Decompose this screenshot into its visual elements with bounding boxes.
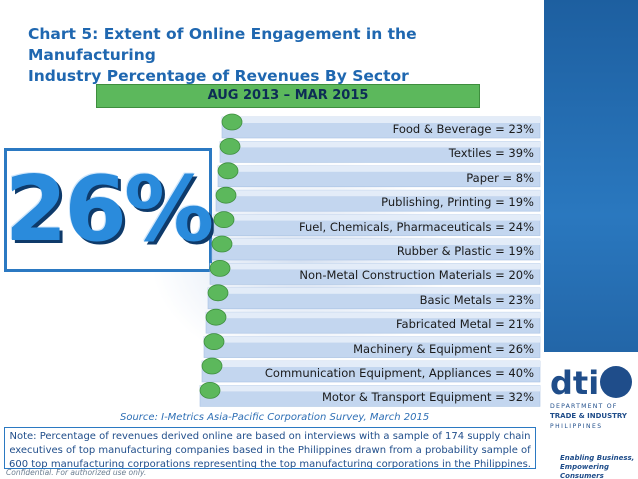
dti-tagline: Enabling Business, Empowering Consumers <box>560 454 636 479</box>
sector-bar-highlight-8 <box>206 312 540 319</box>
dti-logo-mark: dti <box>550 364 599 402</box>
sector-bullet-9 <box>203 333 225 351</box>
sector-label-9: Machinery & Equipment = 26% <box>353 341 534 356</box>
dti-logo-line-1: DEPARTMENT OF <box>550 403 618 410</box>
sector-bar-highlight-9 <box>204 336 540 343</box>
sector-bar-highlight-6 <box>210 263 540 270</box>
sector-bullet-7 <box>207 284 229 302</box>
sector-label-3: Publishing, Printing = 19% <box>381 195 534 210</box>
dti-logo: dti DEPARTMENT OF TRADE & INDUSTRY PHILI… <box>550 364 632 430</box>
methodology-note: Note: Percentage of revenues derived onl… <box>4 427 536 469</box>
sector-label-1: Textiles = 39% <box>448 146 534 161</box>
sector-bullet-8 <box>205 308 227 326</box>
sector-bar-highlight-0 <box>222 117 540 123</box>
sector-label-5: Rubber & Plastic = 19% <box>396 244 534 258</box>
dti-logo-line-2: TRADE & INDUSTRY <box>550 412 628 420</box>
headline-figure-box <box>4 148 212 272</box>
sector-label-0: Food & Beverage = 23% <box>392 122 534 136</box>
sector-bullet-4 <box>213 211 235 229</box>
sector-bullet-5 <box>211 235 233 253</box>
dti-logo-globe <box>600 366 632 398</box>
sector-bullet-0 <box>221 113 243 131</box>
chart-title: Chart 5: Extent of Online Engagement in … <box>28 24 528 87</box>
right-decor-band <box>544 0 638 479</box>
sector-bar-highlight-7 <box>208 287 540 294</box>
chart-title-line-1: Chart 5: Extent of Online Engagement in … <box>28 25 417 64</box>
sector-bar-highlight-5 <box>212 239 540 245</box>
sector-label-4: Fuel, Chemicals, Pharmaceuticals = 24% <box>298 219 534 234</box>
sector-label-6: Non-Metal Construction Materials = 20% <box>299 268 534 283</box>
sector-label-8: Fabricated Metal = 21% <box>396 317 534 332</box>
chart-title-line-2: Industry Percentage of Revenues By Secto… <box>28 67 409 85</box>
sector-bullet-11 <box>199 381 221 399</box>
sector-bullet-2 <box>217 162 239 180</box>
sector-label-11: Motor & Transport Equipment = 32% <box>321 390 534 405</box>
dti-tagline-line-1: Enabling Business, <box>560 454 635 462</box>
sector-bar-highlight-1 <box>220 141 540 148</box>
source-citation: Source: I-Metrics Asia-Pacific Corporati… <box>120 412 430 423</box>
sector-bar-highlight-11 <box>200 385 540 392</box>
sector-bullet-10 <box>201 357 223 375</box>
confidential-notice: Confidential. For authorized use only. <box>6 468 147 477</box>
dti-tagline-line-2: Empowering Consumers <box>560 463 609 479</box>
sector-bullet-6 <box>209 259 231 277</box>
sector-label-10: Communication Equipment, Appliances = 40… <box>264 366 534 380</box>
sector-bar-highlight-3 <box>216 190 540 197</box>
sector-bar-highlight-4 <box>214 214 540 221</box>
sector-label-7: Basic Metals = 23% <box>419 292 534 307</box>
sector-bar-highlight-10 <box>202 361 540 367</box>
sector-bullet-3 <box>215 186 237 204</box>
date-range-banner: AUG 2013 – MAR 2015 <box>96 84 480 108</box>
headline-figure: 26% <box>4 157 214 262</box>
sector-label-2: Paper = 8% <box>466 170 534 185</box>
sector-bullet-1 <box>219 137 241 155</box>
sector-bar-highlight-2 <box>218 165 540 172</box>
dti-logo-line-3: PHILIPPINES <box>550 423 603 430</box>
